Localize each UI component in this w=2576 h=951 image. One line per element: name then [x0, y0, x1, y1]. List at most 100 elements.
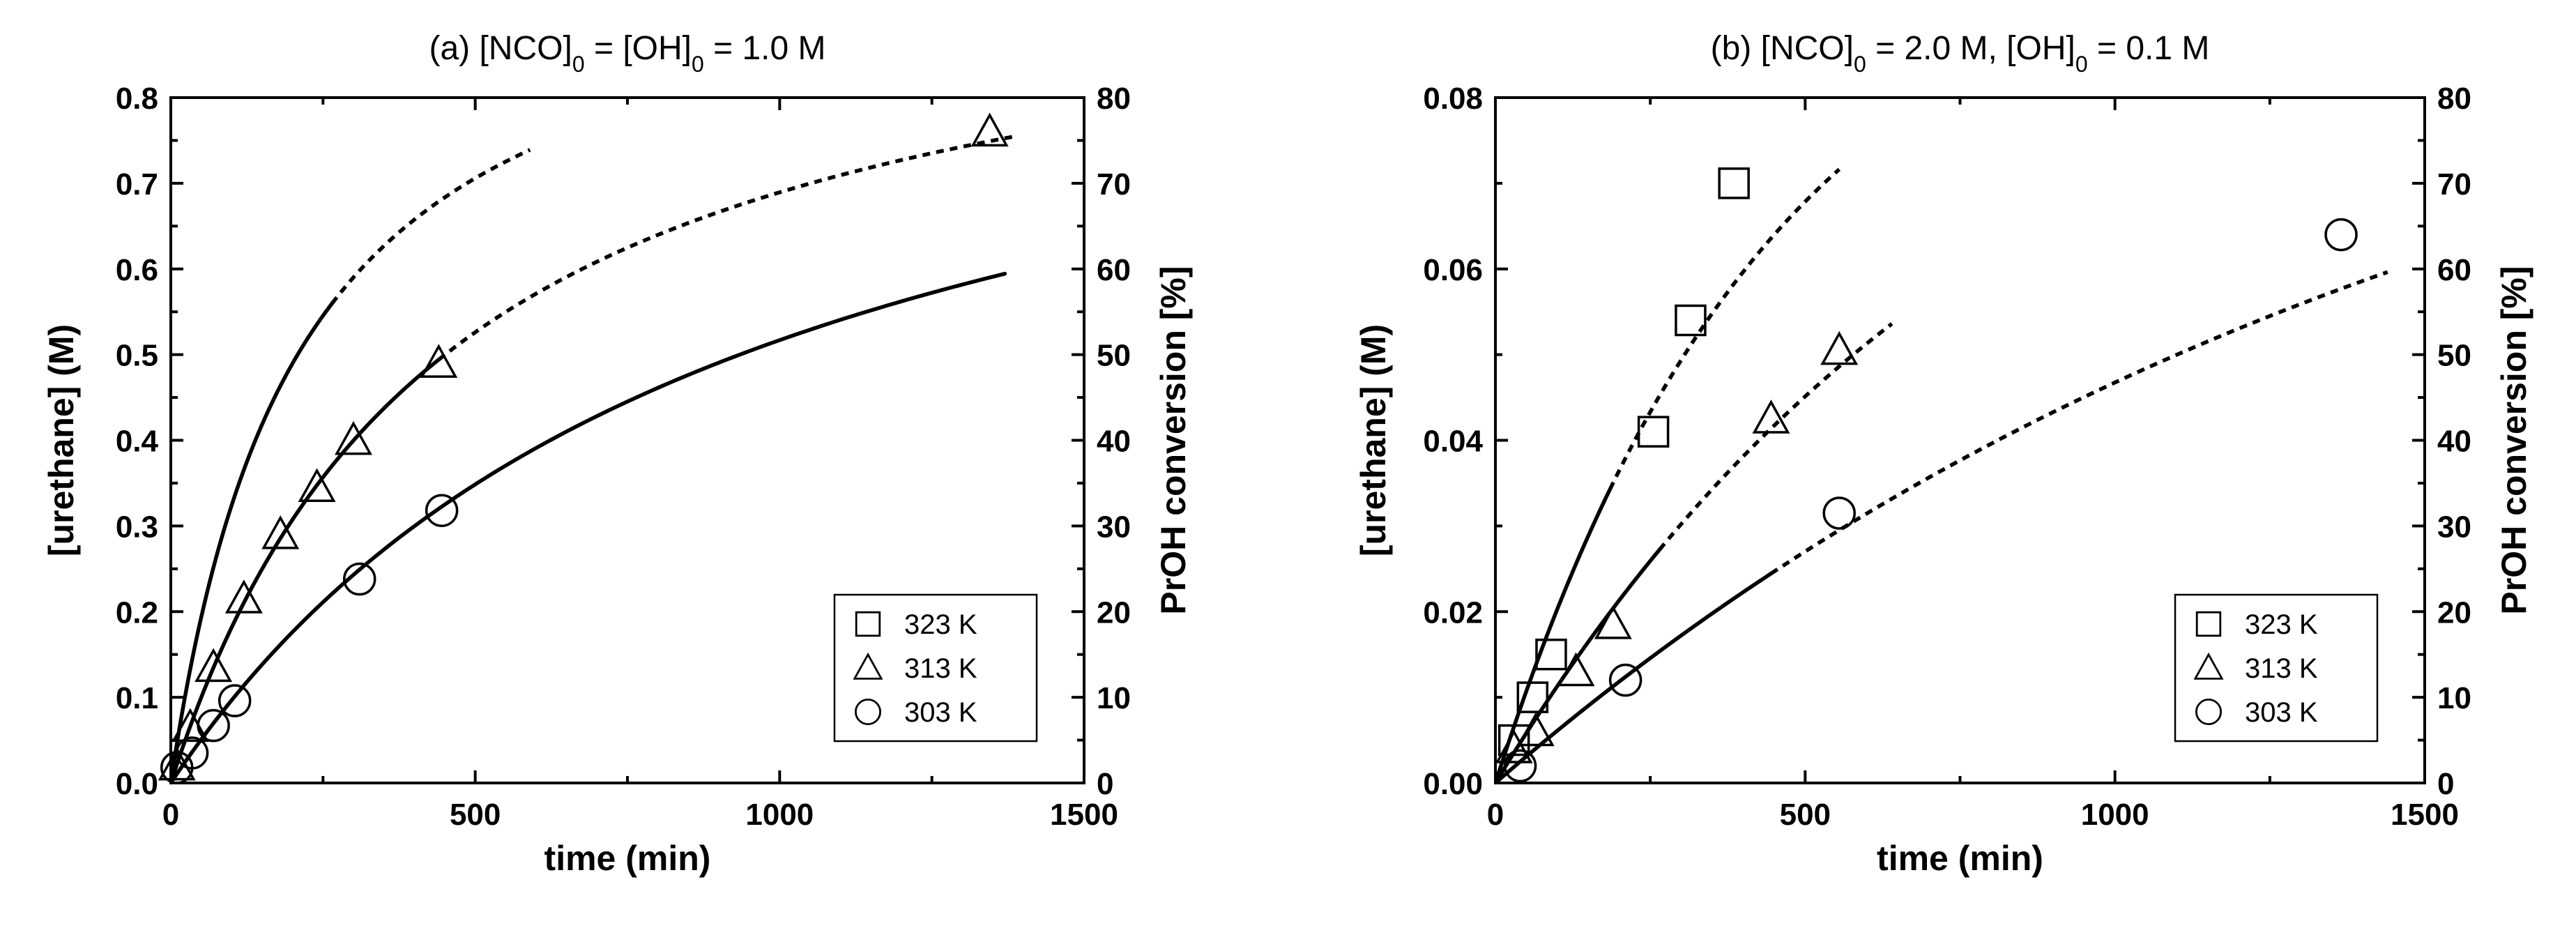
- chart-0-title-part-4: = 1.0 M: [704, 30, 826, 67]
- chart-0-title-part-0: (a) [NCO]: [429, 30, 572, 67]
- chart-1-y2tick-label-6: 60: [2437, 253, 2471, 287]
- chart-1-xtick-label-3: 1500: [2391, 798, 2459, 832]
- chart-1-title: (b) [NCO]0 = 2.0 M, [OH]0 = 0.1 M: [1711, 30, 2210, 77]
- chart-1-y2tick-label-0: 0: [2437, 767, 2454, 801]
- chart-0-legend-label-2: 303 K: [904, 697, 977, 728]
- chart-0-point-2-4: [342, 562, 376, 596]
- chart-0-title-part-1: 0: [572, 52, 585, 77]
- chart-1-xtick-label-0: 0: [1487, 798, 1504, 832]
- chart-0-xtick-label-1: 500: [450, 798, 501, 832]
- chart-0-ytick-label-4: 0.4: [116, 425, 159, 459]
- chart-0-title-part-2: = [OH]: [585, 30, 692, 67]
- chart-0-y2tick-label-4: 40: [1097, 425, 1131, 459]
- chart-0-ytick-label-3: 0.3: [116, 510, 158, 544]
- chart-0-xtick-label-3: 1500: [1050, 798, 1118, 832]
- chart-1-title-part-3: 0: [2075, 52, 2088, 77]
- chart-1-y2tick-label-8: 80: [2437, 82, 2471, 116]
- chart-0-ytick-label-1: 0.1: [116, 681, 158, 715]
- chart-1-legend-box: [2174, 593, 2379, 743]
- chart-1-fit-dashed-2: [1769, 270, 2388, 575]
- chart-0-point-1-0: [158, 746, 196, 781]
- chart-0-ytick-label-6: 0.6: [116, 253, 158, 287]
- chart-0-fit-solid-2: [171, 271, 1007, 783]
- chart-0-legend-label-1: 313 K: [904, 653, 977, 684]
- chart-1-fit-dashed-0: [1608, 167, 1841, 490]
- chart-0-legend-marker-0: [855, 611, 881, 637]
- chart-1-point-0-3: [1637, 416, 1670, 448]
- chart-1-legend-label-0: 323 K: [2245, 609, 2318, 640]
- chart-0-point-1-6: [335, 420, 372, 455]
- chart-1-y2tick-label-2: 20: [2437, 595, 2471, 630]
- chart-0-point-1-8: [970, 112, 1009, 147]
- chart-0-y2tick-label-1: 10: [1097, 681, 1131, 715]
- chart-0-point-1-2: [195, 648, 233, 683]
- chart-1-fit-solid-1: [1495, 547, 1662, 783]
- panel-b-chart: 0 500 1000 15000.000.020.040.060.0801020304…: [1354, 30, 2533, 878]
- chart-1-y2tick-label-7: 70: [2437, 167, 2471, 201]
- chart-0-point-1-7: [420, 344, 458, 378]
- chart-1-point-2-0: [1503, 749, 1537, 783]
- chart-0-ytick-label-8: 0.8: [116, 82, 158, 116]
- chart-1-ytick-label-3: 0.06: [1423, 253, 1483, 287]
- chart-1-title-part-0: (b) [NCO]: [1711, 30, 1854, 67]
- chart-0-legend-label-0: 323 K: [904, 609, 977, 640]
- chart-1-point-1-2: [1557, 652, 1595, 687]
- chart-0-xtick-label-0: 0: [162, 798, 179, 832]
- chart-0-y-axis-title: [urethane] (M): [42, 324, 81, 556]
- chart-0-point-1-3: [224, 579, 263, 614]
- chart-1-fit-solid-2: [1495, 571, 1774, 783]
- chart-0-y2tick-label-5: 50: [1097, 339, 1131, 373]
- chart-1-legend-label-1: 313 K: [2245, 653, 2318, 684]
- chart-1-point-2-3: [2324, 218, 2358, 252]
- chart-0-ytick-label-7: 0.7: [116, 167, 158, 201]
- chart-0-fit-dashed-1: [437, 134, 1018, 361]
- chart-0-legend-marker-2: [855, 699, 882, 726]
- chart-1-title-part-1: 0: [1854, 52, 1866, 77]
- chart-0-y2tick-label-6: 60: [1097, 253, 1131, 287]
- chart-1-title-part-4: = 0.1 M: [2088, 30, 2210, 67]
- chart-1-legend-label-2: 303 K: [2245, 697, 2318, 728]
- chart-1-ytick-label-4: 0.08: [1423, 82, 1483, 116]
- chart-1-fit-dashed-1: [1658, 322, 1893, 551]
- chart-1-xtick-label-1: 500: [1780, 798, 1831, 832]
- chart-0-x-axis-title: time (min): [544, 839, 711, 878]
- chart-1-y-axis-title: [urethane] (M): [1354, 324, 1393, 556]
- chart-1-y2tick-label-1: 10: [2437, 681, 2471, 715]
- chart-0-point-1-5: [298, 468, 336, 503]
- chart-1-y2tick-label-5: 50: [2437, 339, 2471, 373]
- chart-0-point-2-3: [218, 684, 252, 717]
- chart-1-point-1-3: [1594, 605, 1632, 639]
- chart-0-y2tick-label-0: 0: [1097, 767, 1113, 801]
- chart-1-point-0-5: [1718, 167, 1750, 199]
- chart-1-point-0-4: [1675, 304, 1707, 337]
- chart-1-point-0-0: [1497, 724, 1530, 756]
- chart-1-point-1-4: [1752, 400, 1790, 434]
- chart-1-point-1-0: [1495, 729, 1533, 763]
- chart-1-point-1-1: [1516, 712, 1555, 747]
- chart-1-legend-marker-0: [2195, 611, 2222, 637]
- chart-1-ytick-label-2: 0.04: [1423, 425, 1483, 459]
- chart-1-y2tick-label-3: 30: [2437, 510, 2471, 544]
- chart-1-ytick-label-1: 0.02: [1423, 595, 1483, 630]
- chart-0-fit-dashed-0: [330, 148, 531, 305]
- chart-0-y2tick-label-3: 30: [1097, 510, 1131, 544]
- chart-0-ytick-label-5: 0.5: [116, 339, 158, 373]
- chart-1-y2tick-label-4: 40: [2437, 425, 2471, 459]
- chart-0-title-part-3: 0: [692, 52, 704, 77]
- chart-0-legend-marker-1: [853, 652, 883, 680]
- chart-1-point-0-1: [1516, 681, 1549, 713]
- chart-1-point-1-5: [1820, 330, 1859, 365]
- chart-0-ytick-label-0: 0.0: [116, 767, 158, 801]
- chart-0-fit-solid-0: [171, 301, 335, 783]
- chart-1-legend-marker-1: [2193, 652, 2224, 680]
- chart-0-point-1-4: [261, 515, 300, 549]
- chart-0-y2-axis-title: PrOH conversion [%]: [1154, 266, 1193, 614]
- chart-1-point-0-2: [1535, 638, 1567, 671]
- chart-0-y2tick-label-2: 20: [1097, 595, 1131, 630]
- chart-0-y2tick-label-7: 70: [1097, 167, 1131, 201]
- chart-0-point-2-1: [175, 736, 209, 770]
- chart-0-legend-box: [833, 593, 1038, 743]
- chart-1-xtick-label-2: 1000: [2081, 798, 2149, 832]
- chart-1-x-axis-title: time (min): [1877, 839, 2043, 878]
